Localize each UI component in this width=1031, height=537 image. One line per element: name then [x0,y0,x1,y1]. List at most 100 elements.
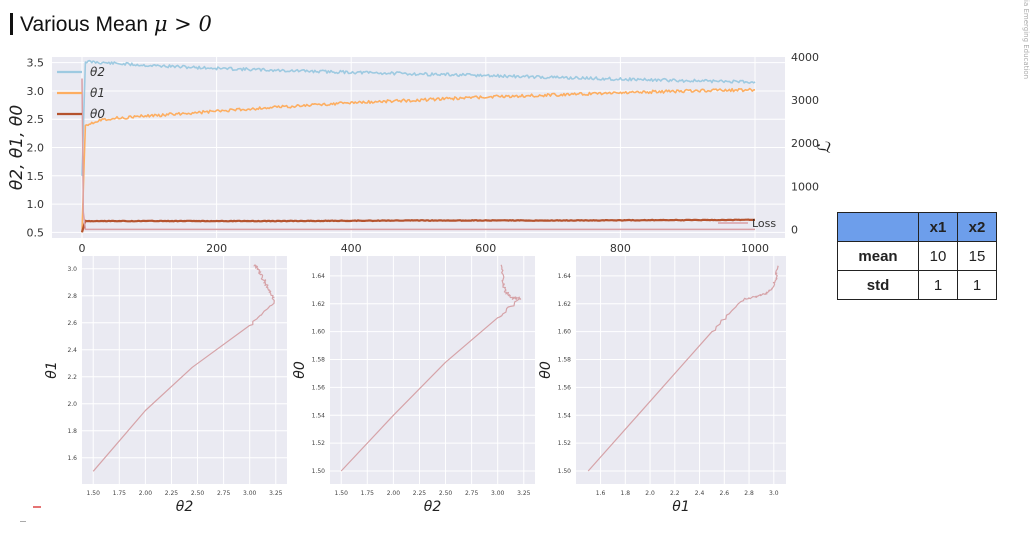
x-tick-label: 3.25 [517,490,531,497]
x-tick-label: 2.2 [670,490,680,497]
x-tick-label: 0 [79,242,86,255]
x-tick-label: 600 [475,242,496,255]
footer-mark [33,506,41,508]
x-tick-label: 2.4 [695,490,705,497]
stats-cell: 1 [957,270,997,300]
title-bar [10,13,13,35]
x-tick-label: 2.25 [413,490,427,497]
stats-header-row: x1 x2 [837,212,997,242]
x-tick-label: 400 [341,242,362,255]
stats-table: x1 x2 mean 10 15 std 1 1 [837,212,997,300]
y-tick-label: 1.8 [67,428,77,435]
stats-col-x2: x2 [957,212,997,242]
subplot-area [82,256,287,484]
y-tick-label: 2.6 [67,320,77,327]
legend-label: θ0 [90,107,105,121]
x-tick-label: 2.75 [465,490,479,497]
x-tick-label: 3.25 [269,490,283,497]
legend-label: θ2 [90,65,105,79]
y-tick-label: 1.64 [312,273,326,280]
stats-col-x1: x1 [918,212,958,242]
x-tick-label: 200 [206,242,227,255]
y-tick-label: 2.0 [27,142,45,155]
x-tick-label: 2.50 [191,490,205,497]
y-tick-label: 1.62 [312,301,326,308]
y-tick-label: 1.50 [558,468,572,475]
y-tick-label: 0.5 [27,226,45,239]
x-tick-label: 1.75 [113,490,127,497]
y2-tick-label: 1000 [791,180,819,193]
y-tick-label: 1.60 [312,329,326,336]
y-tick-label: 2.0 [67,401,77,408]
stats-cell: 15 [957,241,997,271]
y2-tick-label: 2000 [791,137,819,150]
subplot-theta0-vs-theta1: 1.6 1.8 2.0 2.2 2.4 2.6 2.8 3.0 1.50 1.52 1.54 1.56… [538,256,786,515]
stats-cell: 10 [918,241,958,271]
stats-cell: 1 [918,270,958,300]
x-tick-label: 2.0 [645,490,655,497]
x-tick-label: 2.00 [387,490,401,497]
x-tick-label: 2.50 [439,490,453,497]
y-tick-label: 1.6 [67,455,77,462]
x-tick-label: 2.25 [165,490,179,497]
x-tick-label: 3.00 [243,490,257,497]
y-axis-label: θ1 [44,361,60,378]
y-axis-label: θ0 [538,361,554,379]
y-tick-label: 1.50 [312,468,326,475]
y-tick-label: 1.52 [312,440,326,447]
x-tick-label: 2.75 [217,490,231,497]
series-line-loss [81,78,755,231]
x-tick-label: 2.8 [744,490,754,497]
series-line-theta0 [80,218,755,233]
y-tick-label: 1.5 [27,170,45,183]
x-tick-label: 1.6 [596,490,606,497]
x-axis-label: θ2 [176,499,194,515]
x-axis-label: θ1 [672,499,689,515]
y-tick-label: 3.5 [27,57,45,70]
y-tick-label: 1.58 [312,357,326,364]
y-tick-label: 1.0 [27,198,45,211]
trajectory-line [587,265,779,472]
x-tick-label: 1.50 [335,490,349,497]
trajectory-line [92,264,275,472]
page-title: Various Mean μ > 0 [10,8,212,40]
main-legend: θ2 θ1 θ0 [57,65,105,121]
trajectory-line [340,264,522,472]
x-tick-label: 3.00 [491,490,505,497]
y2-tick-label: 0 [791,223,798,236]
stats-row-std: std 1 1 [837,270,997,300]
y2-tick-label: 4000 [791,51,819,64]
y-tick-label: 1.60 [558,329,572,336]
x-tick-label: 3.0 [769,490,779,497]
title-text: Various Mean μ > 0 [20,11,212,36]
loss-label: Loss [752,217,776,230]
y-tick-label: 2.5 [27,113,45,126]
y-axis-label: θ0 [292,361,308,379]
stats-corner-cell [837,212,919,242]
subplot-theta1-vs-theta2: 1.50 1.75 2.00 2.25 2.50 2.75 3.00 3.25 1.6 1.8 2.… [44,256,287,515]
x-tick-label: 2.00 [139,490,153,497]
series-line-theta1 [81,87,756,233]
side-watermark-text: ia Emerging Education [1022,0,1030,80]
y-tick-label: 1.52 [558,440,572,447]
stats-row-label: std [837,270,919,300]
footer-mark [20,521,26,522]
x-tick-label: 1.75 [361,490,375,497]
main-chart: 0 200 400 600 800 1000 0.5 1.0 1.5 2.0 2.5 3.0 3.5 0 1… [7,51,835,255]
y-tick-label: 1.56 [312,384,326,391]
stats-row-label: mean [837,241,919,271]
y-tick-label: 1.54 [312,412,326,419]
x-tick-label: 1.8 [621,490,631,497]
x-axis-label: θ2 [424,499,442,515]
x-tick-label: 2.6 [720,490,730,497]
series-line-theta2 [81,59,756,176]
y-axis-label: θ2, θ1, θ0 [7,105,27,190]
y-tick-label: 1.54 [558,412,572,419]
subplot-theta0-vs-theta2: 1.50 1.75 2.00 2.25 2.50 2.75 3.00 3.25 1.50 1.52… [292,256,535,515]
stats-row-mean: mean 10 15 [837,241,997,271]
y2-axis-label: ℒ [815,141,835,153]
y-tick-label: 3.0 [67,266,77,273]
y-tick-label: 1.62 [558,301,572,308]
y-tick-label: 1.64 [558,273,572,280]
y-tick-label: 2.2 [67,374,77,381]
